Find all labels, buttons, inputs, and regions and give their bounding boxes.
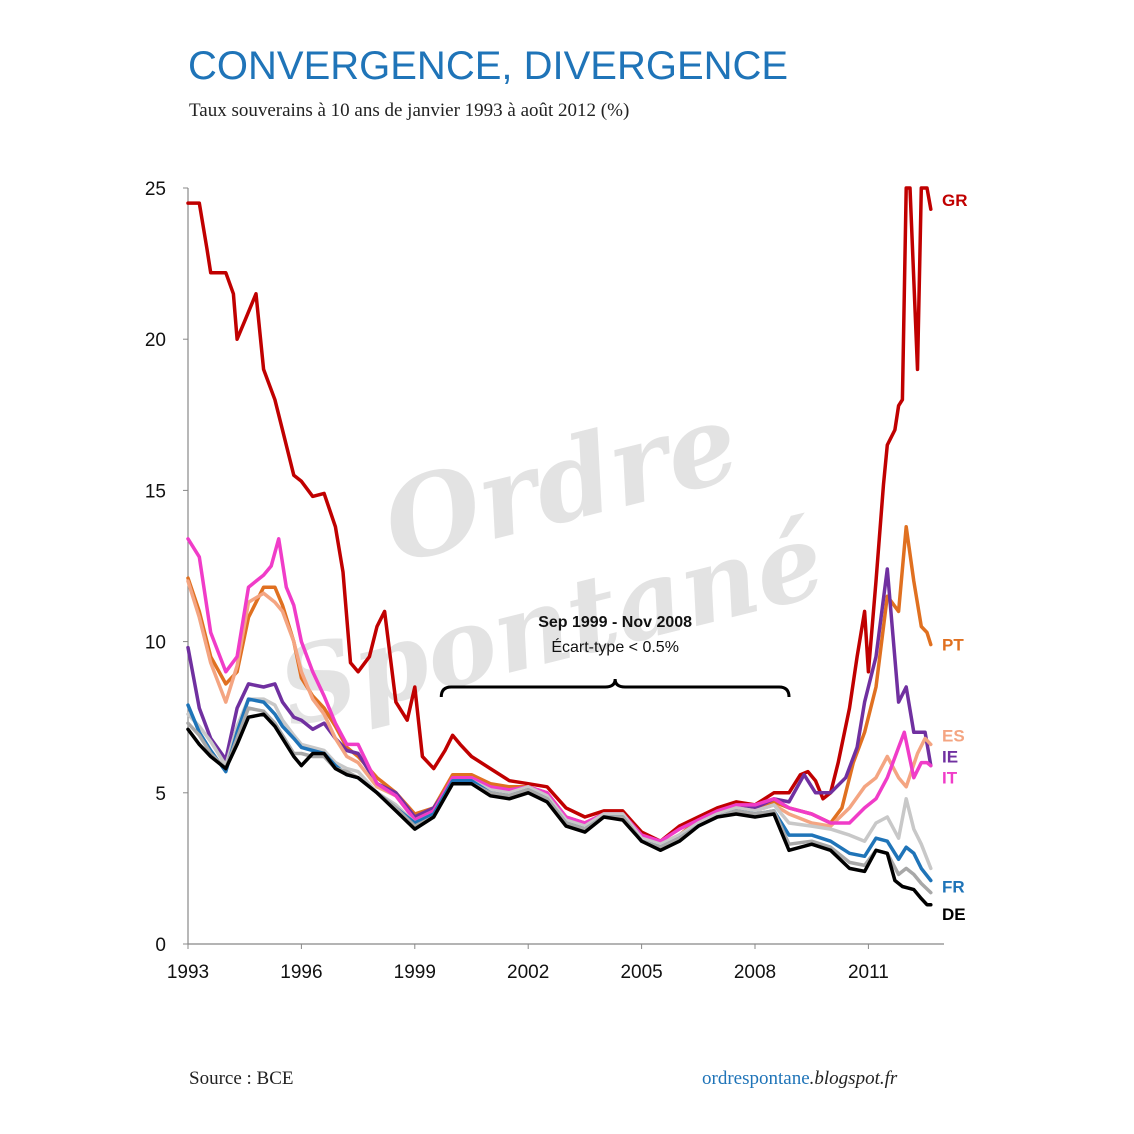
y-tick-label: 5 (155, 784, 166, 805)
y-tick-label: 25 (145, 179, 166, 200)
series-label-ie: IE (942, 748, 958, 767)
series-line-gr (186, 186, 933, 843)
blog-domain: .blogspot.fr (809, 1068, 898, 1089)
chart-subtitle: Taux souverains à 10 ans de janvier 1993… (189, 100, 630, 121)
axes: 0 5 10 15 20 25 1993 1996 1999 2002 2005 2008 2011 (145, 179, 944, 983)
y-tick-label: 20 (145, 330, 166, 351)
x-tick-label: 2005 (620, 962, 662, 983)
series-label-gr: GR (942, 191, 968, 210)
series-label-pt: PT (942, 636, 964, 655)
series-line-unlabeled-5 (186, 697, 933, 871)
annotation-period: Sep 1999 - Nov 2008 (538, 614, 692, 631)
x-tick-label: 1999 (394, 962, 436, 983)
series-label-it: IT (942, 769, 958, 788)
source-note: Source : BCE (189, 1068, 294, 1089)
x-tick-label: 2011 (848, 962, 889, 983)
blog-link[interactable]: ordrespontane.blogspot.fr (702, 1068, 897, 1090)
annotation-brace (439, 678, 791, 698)
series-label-es: ES (942, 726, 965, 745)
annotation-note: Écart-type < 0.5% (551, 637, 679, 656)
x-tick-label: 1996 (280, 962, 322, 983)
x-tick-label: 1993 (167, 962, 209, 983)
series-label-de: DE (942, 905, 966, 924)
series-line-de (186, 712, 933, 907)
watermark: Ordre Spontané (267, 377, 836, 752)
series-label-fr: FR (942, 878, 965, 897)
x-tick-label: 2008 (734, 962, 776, 983)
series-layer (186, 186, 933, 907)
y-tick-label: 10 (145, 633, 166, 654)
blog-name: ordrespontane (702, 1068, 810, 1089)
y-tick-label: 15 (145, 481, 166, 502)
x-tick-label: 2002 (507, 962, 549, 983)
annotation: Sep 1999 - Nov 2008 Écart-type < 0.5% (439, 614, 791, 698)
chart-title: CONVERGENCE, DIVERGENCE (188, 44, 789, 88)
y-tick-label: 0 (155, 935, 166, 956)
series-labels: GR PT IE ES IT FR DE (942, 191, 968, 924)
